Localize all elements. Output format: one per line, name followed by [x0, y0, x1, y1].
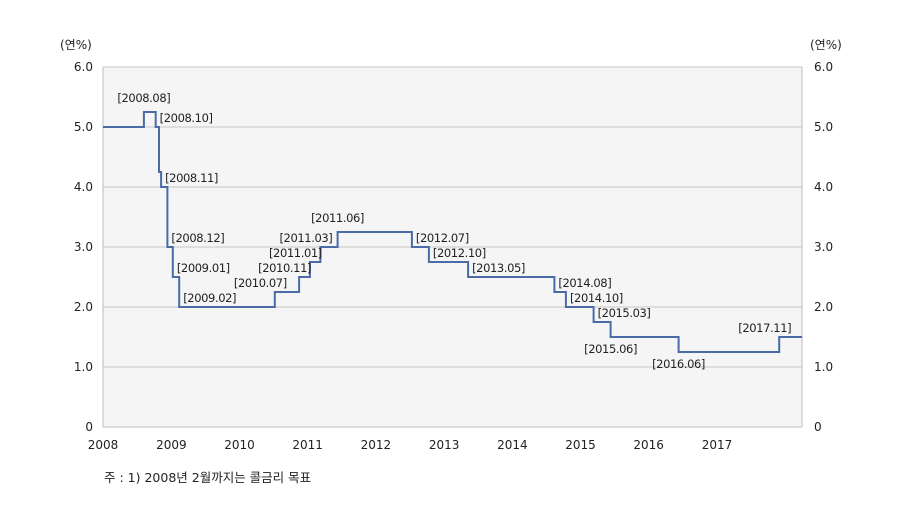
annotation-label: [2014.08]	[558, 276, 611, 290]
annotation-label: [2008.08]	[117, 91, 170, 105]
footnote: 주 : 1) 2008년 2월까지는 콜금리 목표	[104, 470, 312, 485]
series-line-policy-rate	[103, 111, 802, 353]
y-tick-label-right: 5.0	[814, 120, 833, 134]
x-tick-label: 2012	[361, 438, 392, 452]
annotation-label: [2008.10]	[160, 111, 213, 125]
y-tick-label-left: 6.0	[74, 60, 93, 74]
annotation-label: [2016.06]	[652, 357, 705, 371]
annotation-label: [2012.07]	[416, 231, 469, 245]
y-tick-label-left: 4.0	[74, 180, 93, 194]
x-axis-ticks: 2008 2009 2010 2011 2012 2013 2014 2015 2016 2017	[88, 438, 733, 452]
y-tick-label-right: 6.0	[814, 60, 833, 74]
annotation-label: [2015.06]	[584, 342, 637, 356]
annotation-label: [2011.01]	[269, 246, 322, 260]
y-axis-left-unit: (연%)	[60, 38, 92, 52]
y-tick-label-right: 4.0	[814, 180, 833, 194]
annotation-label: [2010.07]	[234, 276, 287, 290]
annotation-label: [2015.03]	[598, 306, 651, 320]
y-tick-label-left: 0	[85, 420, 93, 434]
x-tick-label: 2011	[292, 438, 323, 452]
y-tick-label-right: 0	[814, 420, 822, 434]
annotation-label: [2012.10]	[433, 246, 486, 260]
annotation-label: [2011.03]	[279, 231, 332, 245]
y-tick-label-right: 3.0	[814, 240, 833, 254]
y-tick-label-right: 1.0	[814, 360, 833, 374]
x-tick-label: 2014	[497, 438, 528, 452]
annotation-label: [2008.11]	[165, 171, 218, 185]
annotation-label: [2017.11]	[738, 321, 791, 335]
y-tick-label-right: 2.0	[814, 300, 833, 314]
x-tick-label: 2016	[633, 438, 664, 452]
x-tick-label: 2008	[88, 438, 119, 452]
y-tick-label-left: 5.0	[74, 120, 93, 134]
x-tick-label: 2009	[156, 438, 187, 452]
x-tick-label: 2010	[224, 438, 255, 452]
annotation-label: [2013.05]	[472, 261, 525, 275]
rate-change-annotations: [2008.08] [2008.10] [2008.11] [2008.12] [200…	[117, 91, 791, 371]
x-tick-label: 2017	[702, 438, 733, 452]
y-axis-left-ticks: 0 1.0 2.0 3.0 4.0 5.0 6.0	[74, 60, 93, 434]
annotation-label: [2009.01]	[177, 261, 230, 275]
y-tick-label-left: 3.0	[74, 240, 93, 254]
x-tick-label: 2015	[565, 438, 596, 452]
annotation-label: [2008.12]	[171, 231, 224, 245]
x-tick-label: 2013	[429, 438, 460, 452]
y-axis-right-ticks: 0 1.0 2.0 3.0 4.0 5.0 6.0	[814, 60, 833, 434]
y-axis-right-unit: (연%)	[810, 38, 842, 52]
annotation-label: [2014.10]	[570, 291, 623, 305]
annotation-label: [2011.06]	[311, 211, 364, 225]
annotation-label: [2010.11]	[258, 261, 311, 275]
y-tick-label-left: 1.0	[74, 360, 93, 374]
annotation-label: [2009.02]	[183, 291, 236, 305]
y-tick-label-left: 2.0	[74, 300, 93, 314]
